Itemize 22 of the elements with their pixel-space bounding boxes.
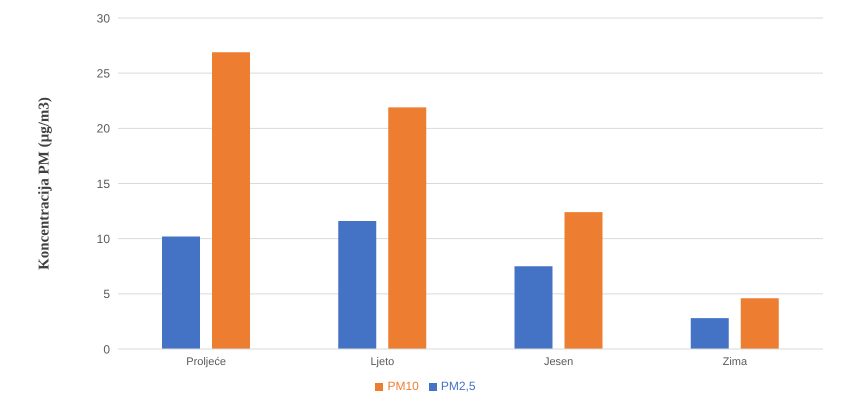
y-tick-label: 20 <box>96 122 110 136</box>
y-tick-label: 15 <box>96 176 110 191</box>
legend-label: PM2,5 <box>440 379 476 393</box>
bar <box>514 266 552 349</box>
y-tick-label: 10 <box>96 232 110 246</box>
bar <box>212 52 250 349</box>
y-tick-label: 30 <box>96 11 110 26</box>
y-tick-label: 0 <box>103 342 110 356</box>
bar <box>338 221 376 349</box>
x-tick-label: Jesen <box>544 356 574 368</box>
bar <box>564 212 602 349</box>
bar <box>162 236 200 349</box>
bar <box>388 107 426 349</box>
y-tick-label: 25 <box>96 66 110 80</box>
bar <box>740 298 779 349</box>
x-tick-label: Ljeto <box>370 356 394 368</box>
x-tick-label: Proljeće <box>186 356 226 368</box>
y-tick-label: 5 <box>103 287 110 302</box>
y-axis-title: Koncentracija PM (µg/m3) <box>36 97 52 270</box>
legend-label: PM10 <box>387 379 419 393</box>
x-tick-label: Zima <box>722 356 748 368</box>
bar <box>690 318 729 349</box>
